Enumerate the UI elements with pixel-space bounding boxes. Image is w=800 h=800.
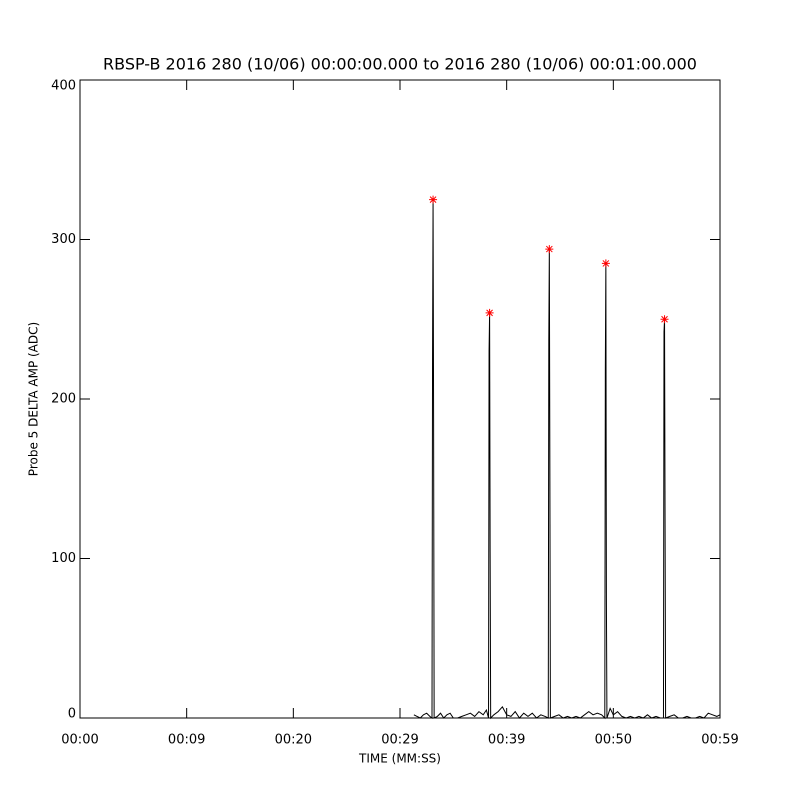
peak-marker bbox=[660, 315, 669, 324]
peak-marker bbox=[601, 259, 610, 268]
x-tick-label: 00:00 bbox=[61, 733, 98, 748]
plot-frame bbox=[79, 79, 721, 719]
peak-marker bbox=[545, 245, 554, 254]
x-tick-label: 00:39 bbox=[488, 733, 525, 748]
x-tick-label: 00:50 bbox=[595, 733, 632, 748]
y-axis-label: Probe 5 DELTA AMP (ADC) bbox=[27, 322, 41, 476]
peak-marker bbox=[485, 308, 494, 317]
y-tick-label: 100 bbox=[51, 551, 76, 566]
y-tick-label: 0 bbox=[68, 707, 76, 722]
peak-marker bbox=[429, 195, 438, 204]
x-axis-label: TIME (MM:SS) bbox=[358, 752, 441, 766]
x-tick-label: 00:59 bbox=[701, 733, 738, 748]
x-tick-label: 00:29 bbox=[381, 733, 418, 748]
data-line bbox=[413, 199, 721, 720]
chart-title: RBSP-B 2016 280 (10/06) 00:00:00.000 to … bbox=[103, 55, 697, 74]
x-tick-label: 00:09 bbox=[168, 733, 205, 748]
y-tick-label: 300 bbox=[51, 232, 76, 247]
x-tick-label: 00:20 bbox=[275, 733, 312, 748]
y-tick-label: 400 bbox=[51, 79, 76, 94]
y-tick-label: 200 bbox=[51, 392, 76, 407]
